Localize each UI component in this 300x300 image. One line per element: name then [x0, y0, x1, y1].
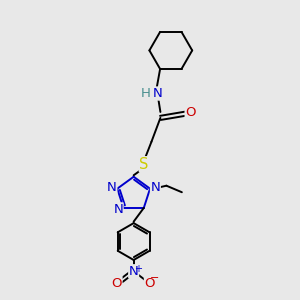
Text: O: O: [112, 277, 122, 290]
Text: O: O: [145, 277, 155, 290]
Text: H: H: [141, 87, 151, 100]
Text: S: S: [140, 157, 149, 172]
Text: N: N: [129, 265, 139, 278]
Text: N: N: [151, 181, 160, 194]
Text: N: N: [113, 203, 123, 216]
Text: N: N: [153, 87, 163, 100]
Text: −: −: [150, 273, 159, 284]
Text: O: O: [185, 106, 196, 119]
Text: +: +: [134, 264, 142, 274]
Text: N: N: [107, 181, 117, 194]
